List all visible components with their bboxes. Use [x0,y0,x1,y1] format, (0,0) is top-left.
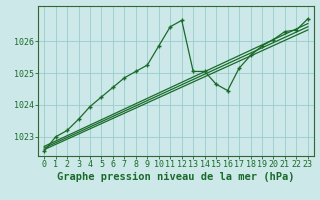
X-axis label: Graphe pression niveau de la mer (hPa): Graphe pression niveau de la mer (hPa) [57,172,295,182]
